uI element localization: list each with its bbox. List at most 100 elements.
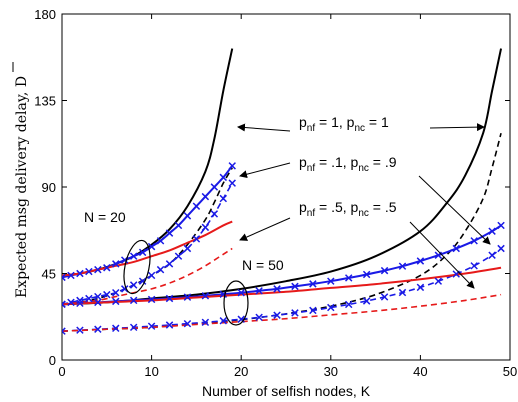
- series-marker-x: [488, 251, 496, 259]
- series-marker-x: [327, 277, 335, 285]
- series-marker-x: [291, 309, 299, 317]
- series-marker-x: [156, 237, 165, 245]
- series-marker-x: [62, 327, 66, 335]
- series-marker-x: [192, 235, 201, 243]
- series-marker-x: [76, 296, 84, 305]
- series-marker-x: [85, 294, 93, 303]
- series-marker-x: [85, 267, 93, 276]
- series-marker-x: [210, 210, 219, 218]
- series-marker-x: [255, 313, 263, 322]
- series-marker-x: [156, 265, 165, 274]
- series-marker-x: [470, 262, 478, 270]
- series-marker-x: [138, 277, 147, 285]
- series-marker-x: [62, 300, 66, 308]
- series-marker-x: [362, 270, 371, 279]
- series-marker-x: [147, 295, 156, 304]
- series-marker-x: [129, 252, 138, 260]
- arrow-p2-right: [418, 175, 491, 245]
- series-marker-x: [129, 323, 138, 332]
- series-marker-x: [165, 294, 174, 303]
- series-marker-x: [497, 221, 505, 230]
- series-marker-x: [103, 290, 111, 299]
- series-marker-x: [112, 260, 120, 268]
- series-marker-x: [183, 244, 192, 253]
- series-line-n50-black-solid: [62, 48, 503, 306]
- series-marker-x: [147, 322, 156, 330]
- series-marker-x: [291, 282, 299, 291]
- series-line-n20-black-dashed: [62, 167, 233, 306]
- series-marker-x: [76, 269, 84, 278]
- x-tick-label: 50: [503, 364, 517, 379]
- series-marker-x: [497, 244, 505, 253]
- series-line-n20-black-solid: [62, 48, 234, 277]
- series-line-n50-blue-dashed: [62, 247, 502, 332]
- series-line-n50-red-dashed: [62, 293, 502, 332]
- series-marker-x: [165, 321, 174, 329]
- series-marker-x: [344, 274, 353, 282]
- series-markers: [62, 162, 505, 335]
- series-marker-x: [94, 325, 102, 333]
- n50-group-ellipse: [223, 280, 249, 326]
- x-tick-label: 0: [58, 364, 65, 379]
- y-axis-label: Expected msg delivery delay, D: [14, 76, 30, 298]
- x-axis-label: Number of selfish nodes, K: [202, 383, 371, 399]
- y-tick-label: 45: [42, 267, 56, 282]
- series-marker-x: [237, 288, 245, 297]
- series-marker-x: [183, 319, 192, 328]
- series-marker-x: [416, 283, 425, 292]
- series-marker-x: [488, 227, 496, 235]
- y-tick-label: 180: [34, 7, 56, 22]
- series-marker-x: [201, 318, 210, 327]
- series-marker-x: [174, 221, 183, 230]
- param-label-3: pnf = .5, pnc = .5: [299, 199, 397, 219]
- arrow-p1-left: [237, 123, 291, 132]
- series-marker-x: [380, 293, 389, 301]
- n20-label: N = 20: [84, 209, 126, 225]
- series-marker-x: [165, 229, 174, 237]
- arrow-p1-right: [429, 123, 485, 132]
- series-marker-x: [192, 202, 201, 210]
- series-marker-x: [219, 317, 228, 325]
- series-marker-x: [147, 271, 156, 280]
- series-marker-x: [362, 297, 371, 305]
- axis-ticks: 0 10 20 30 40 50 0 45 90 135 180: [34, 7, 517, 379]
- x-tick-label: 40: [413, 364, 427, 379]
- x-tick-label: 20: [234, 364, 248, 379]
- series-marker-x: [309, 306, 317, 315]
- series-marker-x: [228, 179, 236, 187]
- series-marker-x: [273, 285, 281, 293]
- series-marker-x: [76, 299, 84, 308]
- series-marker-x: [67, 298, 75, 307]
- series-marker-x: [112, 288, 120, 297]
- series-marker-x: [327, 303, 335, 312]
- series-marker-x: [201, 192, 210, 201]
- annotation-arrows: [237, 123, 491, 289]
- series-marker-x: [174, 252, 183, 260]
- arrow-p2-left: [239, 162, 291, 179]
- series-line-n20-red-dashed: [62, 247, 233, 306]
- series-marker-x: [219, 194, 228, 203]
- arrow-p3-left: [239, 217, 291, 241]
- series-marker-x: [380, 266, 389, 275]
- series-marker-x: [165, 260, 174, 268]
- series-marker-x: [103, 264, 111, 272]
- series-marker-x: [452, 244, 460, 253]
- series-marker-x: [219, 173, 228, 182]
- series-line-n50-red-solid: [62, 266, 502, 306]
- series-marker-x: [398, 262, 407, 270]
- plot-frame: [61, 13, 511, 361]
- series-marker-x: [183, 212, 192, 220]
- series-marker-x: [62, 273, 66, 282]
- series-marker-x: [94, 265, 102, 274]
- series-marker-x: [112, 324, 120, 333]
- series-marker-x: [344, 300, 353, 309]
- series-marker-x: [434, 277, 443, 285]
- series-marker-x: [470, 237, 478, 245]
- series-marker-x: [67, 271, 75, 280]
- x-tick-label: 30: [324, 364, 338, 379]
- series-marker-x: [94, 292, 102, 301]
- y-tick-label: 135: [34, 94, 56, 109]
- series-marker-x: [129, 281, 138, 289]
- series-marker-x: [76, 326, 84, 334]
